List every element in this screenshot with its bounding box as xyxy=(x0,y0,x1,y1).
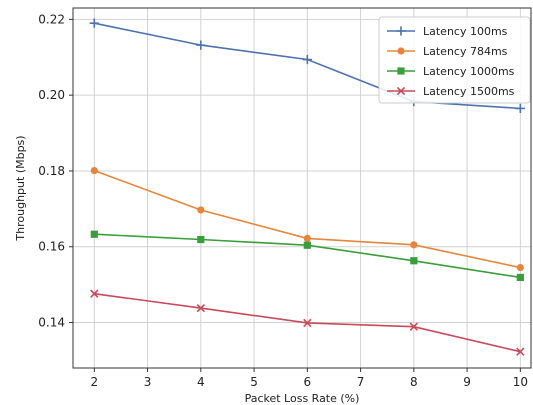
series-layer xyxy=(89,18,525,356)
y-tick-label: 0.22 xyxy=(38,12,65,26)
series-point xyxy=(90,166,98,175)
series-point xyxy=(196,40,206,50)
y-tick-label: 0.16 xyxy=(38,240,65,254)
x-tick-label: 9 xyxy=(463,375,471,389)
ticks: 2 3 4 5 6 7 8 9 10 0.14 0.16 0.18 0.20 0.22 xyxy=(38,12,528,389)
series-point xyxy=(90,289,99,298)
series xyxy=(90,230,524,282)
series xyxy=(90,289,525,356)
legend-box xyxy=(378,16,531,104)
legend: Latency 100ms Latency 784ms Latency 1000ms… xyxy=(378,16,531,104)
series-point xyxy=(515,103,525,114)
x-tick-label: 4 xyxy=(197,375,205,389)
y-tick-label: 0.18 xyxy=(38,164,65,178)
series-point xyxy=(516,347,525,356)
x-tick-label: 7 xyxy=(357,375,365,389)
series-point xyxy=(409,322,419,331)
series-point xyxy=(397,67,405,75)
series-point xyxy=(303,318,312,328)
series-point xyxy=(197,206,205,214)
y-tick-label: 0.20 xyxy=(38,88,65,102)
series xyxy=(90,166,524,272)
y-axis-label: Throughput (Mbps) xyxy=(14,135,27,241)
x-tick-label: 2 xyxy=(90,375,98,389)
x-tick-label: 5 xyxy=(250,375,258,389)
series-point xyxy=(516,263,524,272)
legend-label: Latency 1000ms xyxy=(423,65,515,78)
plot-frame xyxy=(72,7,532,369)
series-point xyxy=(89,18,99,28)
series-point xyxy=(197,235,205,244)
x-tick-label: 8 xyxy=(410,375,418,389)
y-tick-label: 0.14 xyxy=(38,316,65,330)
legend-label: Latency 100ms xyxy=(423,25,508,38)
x-axis-label: Packet Loss Rate (%) xyxy=(245,392,360,405)
series-point xyxy=(303,234,311,242)
x-tick-label: 10 xyxy=(513,375,528,389)
legend-label: Latency 784ms xyxy=(423,45,508,58)
series-point xyxy=(410,241,418,249)
series-point xyxy=(302,54,312,65)
series-point xyxy=(396,26,406,36)
series-point xyxy=(396,86,406,96)
series-point xyxy=(516,273,524,282)
series-point xyxy=(410,257,418,265)
series-point xyxy=(196,303,205,313)
series-point xyxy=(397,47,405,55)
series-point xyxy=(303,241,311,249)
legend-label: Latency 1500ms xyxy=(423,85,515,98)
series-point xyxy=(90,230,98,238)
x-tick-label: 6 xyxy=(304,375,312,389)
x-tick-label: 3 xyxy=(144,375,152,389)
